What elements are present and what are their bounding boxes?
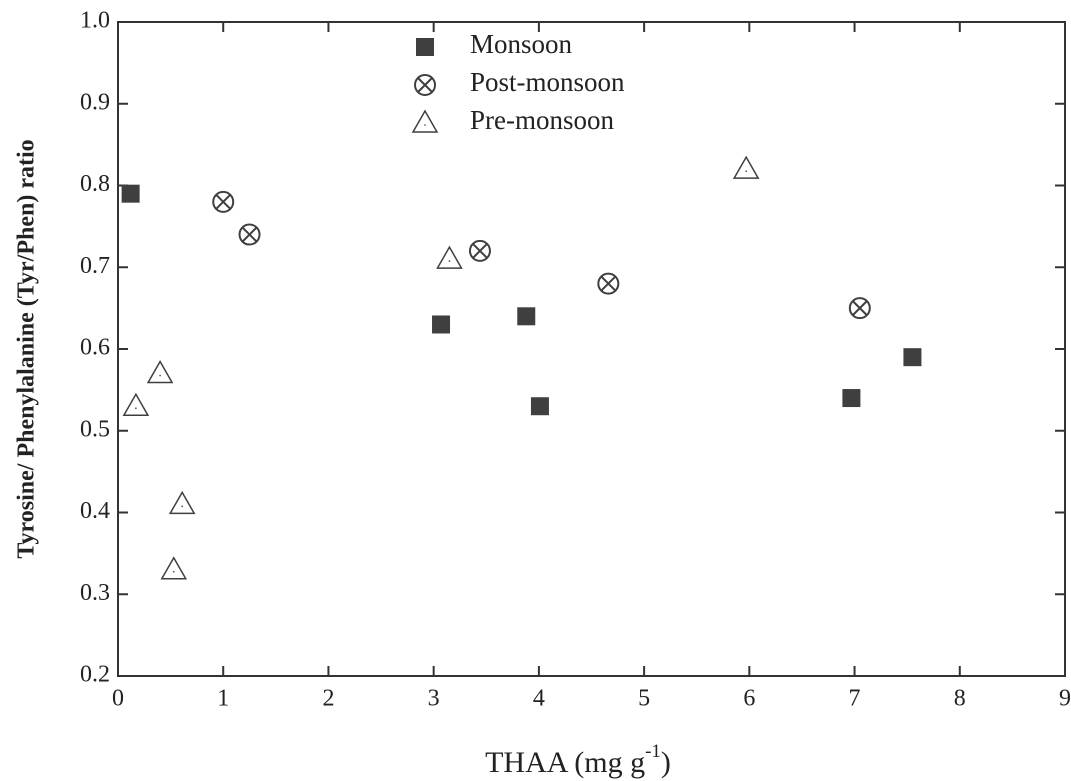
marker-part xyxy=(411,109,439,133)
marker-part xyxy=(172,570,175,573)
marker-part xyxy=(160,556,188,580)
marker-part xyxy=(424,124,426,126)
y-tick-label: 0.7 xyxy=(80,253,110,279)
marker-part xyxy=(600,275,617,292)
marker-triangle xyxy=(732,155,760,179)
legend-marker xyxy=(416,38,434,56)
legend-entry: Pre-monsoon xyxy=(470,105,614,135)
x-tick-label: 1 xyxy=(217,686,229,712)
marker-circle-x xyxy=(468,239,491,262)
marker-circle-x xyxy=(597,272,620,295)
y-tick-label: 0.4 xyxy=(80,498,110,524)
legend-marker xyxy=(414,74,436,96)
marker-part xyxy=(436,245,463,269)
y-tick-label: 0.8 xyxy=(80,171,110,197)
marker-triangle xyxy=(146,360,174,384)
y-axis-label: Tyrosine/ Phenylalanine (Tyr/Phen) ratio xyxy=(14,139,40,558)
marker-square xyxy=(517,307,536,326)
marker-circle-x xyxy=(848,297,871,320)
marker-part xyxy=(212,190,235,213)
marker-triangle xyxy=(160,556,188,580)
marker-part xyxy=(597,272,620,295)
y-tick-label: 0.9 xyxy=(80,89,110,115)
x-tick-label: 6 xyxy=(743,686,755,712)
marker-part xyxy=(414,74,436,96)
x-tick-label: 8 xyxy=(954,686,966,712)
marker-square xyxy=(903,348,922,367)
marker-part xyxy=(472,243,488,259)
marker-circle-x xyxy=(238,223,261,246)
y-tick-label: 0.5 xyxy=(80,416,110,442)
marker-part xyxy=(135,407,137,410)
marker-triangle xyxy=(436,245,463,269)
marker-part xyxy=(417,77,433,93)
marker-part xyxy=(745,170,747,172)
marker-part xyxy=(852,300,868,316)
legend-entry: Post-monsoon xyxy=(470,67,625,97)
x-tick-label: 5 xyxy=(638,686,650,712)
marker-part xyxy=(159,374,161,377)
marker-part xyxy=(122,392,150,416)
marker-part xyxy=(848,297,871,320)
x-label-text: THAA (mg g xyxy=(485,746,645,779)
marker-part xyxy=(146,360,174,384)
x-label-suffix: ) xyxy=(661,746,671,779)
y-tick-label: 0.6 xyxy=(80,335,110,361)
marker-part xyxy=(215,194,231,210)
marker-square xyxy=(121,184,140,203)
x-label-superscript: -1 xyxy=(645,741,661,762)
x-tick-label: 2 xyxy=(322,686,334,712)
legend-text: Monsoon xyxy=(470,29,573,59)
x-tick-label: 3 xyxy=(428,686,440,712)
x-axis-label: THAA (mg g-1) xyxy=(485,741,671,779)
marker-part xyxy=(168,490,196,515)
marker-part xyxy=(448,260,451,262)
marker-square xyxy=(530,397,549,416)
marker-triangle xyxy=(168,490,196,515)
marker-part xyxy=(241,226,258,243)
marker-square xyxy=(842,389,861,408)
marker-circle-x xyxy=(212,190,235,213)
x-tick-label: 9 xyxy=(1059,686,1071,712)
y-tick-label: 0.2 xyxy=(80,662,110,688)
marker-part xyxy=(238,223,261,246)
legend-text: Pre-monsoon xyxy=(470,105,614,135)
x-tick-label: 0 xyxy=(112,686,124,712)
marker-part xyxy=(468,239,491,262)
marker-part xyxy=(181,505,183,508)
y-tick-label: 0.3 xyxy=(80,580,110,606)
x-tick-label: 4 xyxy=(533,686,545,712)
x-tick-label: 7 xyxy=(849,686,861,712)
legend-entry: Monsoon xyxy=(470,29,573,59)
y-tick-label: 1.0 xyxy=(80,8,110,34)
marker-part xyxy=(732,155,760,179)
marker-square xyxy=(432,315,451,334)
marker-triangle xyxy=(122,392,150,416)
legend-marker xyxy=(411,109,439,133)
legend-text: Post-monsoon xyxy=(470,67,625,97)
